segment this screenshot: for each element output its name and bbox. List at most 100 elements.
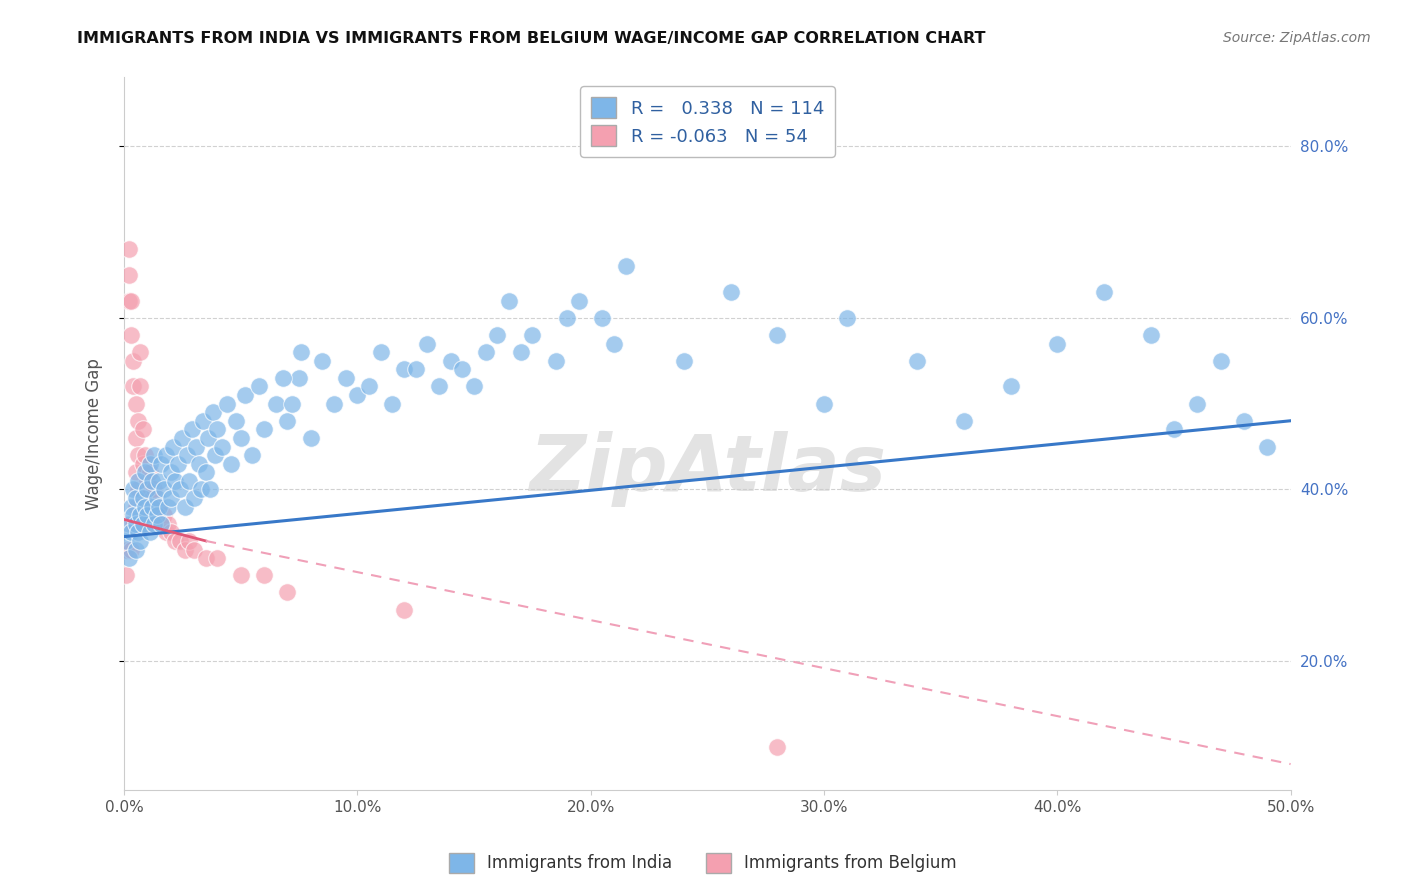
Point <box>146 491 169 505</box>
Point <box>129 533 152 548</box>
Point <box>148 474 170 488</box>
Point <box>132 516 155 531</box>
Point <box>242 448 264 462</box>
Point <box>115 568 138 582</box>
Point <box>288 371 311 385</box>
Point <box>290 345 312 359</box>
Point <box>557 310 579 325</box>
Point <box>122 353 145 368</box>
Point <box>194 465 217 479</box>
Point <box>122 379 145 393</box>
Point <box>150 516 173 531</box>
Point <box>125 500 148 514</box>
Point <box>253 568 276 582</box>
Point <box>134 448 156 462</box>
Point <box>115 533 138 548</box>
Point <box>159 525 181 540</box>
Point <box>129 508 152 523</box>
Point <box>146 508 169 523</box>
Point <box>118 242 141 256</box>
Point <box>221 457 243 471</box>
Point <box>169 483 191 497</box>
Point <box>155 525 177 540</box>
Point <box>1046 336 1069 351</box>
Point <box>603 336 626 351</box>
Point <box>169 533 191 548</box>
Point <box>125 542 148 557</box>
Point <box>253 422 276 436</box>
Point <box>136 516 159 531</box>
Point <box>463 379 485 393</box>
Point <box>276 414 298 428</box>
Point <box>155 448 177 462</box>
Point <box>1187 396 1209 410</box>
Point <box>148 500 170 514</box>
Point <box>118 268 141 282</box>
Point <box>509 345 531 359</box>
Point <box>416 336 439 351</box>
Point <box>141 500 163 514</box>
Point <box>1092 285 1115 299</box>
Point <box>225 414 247 428</box>
Point <box>591 310 613 325</box>
Point <box>148 500 170 514</box>
Point <box>159 465 181 479</box>
Point <box>1233 414 1256 428</box>
Point <box>299 431 322 445</box>
Point <box>120 516 142 531</box>
Point <box>207 422 229 436</box>
Point <box>115 542 138 557</box>
Point <box>323 396 346 410</box>
Point <box>427 379 450 393</box>
Point <box>179 533 201 548</box>
Point <box>129 516 152 531</box>
Point <box>837 310 859 325</box>
Text: ZipAtlas: ZipAtlas <box>529 431 886 508</box>
Point <box>1256 440 1278 454</box>
Point <box>440 353 463 368</box>
Point <box>193 414 215 428</box>
Point <box>120 327 142 342</box>
Point <box>125 431 148 445</box>
Point <box>150 516 173 531</box>
Point <box>122 508 145 523</box>
Point <box>125 491 148 505</box>
Point <box>139 500 162 514</box>
Point <box>200 483 222 497</box>
Point <box>143 483 166 497</box>
Point <box>204 448 226 462</box>
Point <box>194 551 217 566</box>
Text: Source: ZipAtlas.com: Source: ZipAtlas.com <box>1223 31 1371 45</box>
Point <box>953 414 976 428</box>
Point <box>125 465 148 479</box>
Point <box>211 440 233 454</box>
Point <box>264 396 287 410</box>
Point <box>451 362 474 376</box>
Y-axis label: Wage/Income Gap: Wage/Income Gap <box>86 358 103 509</box>
Point <box>905 353 928 368</box>
Point <box>141 491 163 505</box>
Point <box>186 440 208 454</box>
Point <box>229 431 252 445</box>
Point <box>122 516 145 531</box>
Point <box>139 457 162 471</box>
Point <box>486 327 509 342</box>
Point <box>139 525 162 540</box>
Point <box>201 405 224 419</box>
Point <box>136 474 159 488</box>
Point <box>127 414 149 428</box>
Point <box>614 260 637 274</box>
Point <box>129 345 152 359</box>
Text: IMMIGRANTS FROM INDIA VS IMMIGRANTS FROM BELGIUM WAGE/INCOME GAP CORRELATION CHA: IMMIGRANTS FROM INDIA VS IMMIGRANTS FROM… <box>77 31 986 46</box>
Point <box>143 448 166 462</box>
Point <box>157 500 180 514</box>
Point <box>720 285 742 299</box>
Point <box>813 396 835 410</box>
Point <box>673 353 696 368</box>
Point <box>159 491 181 505</box>
Point <box>157 516 180 531</box>
Point <box>132 491 155 505</box>
Point <box>120 500 142 514</box>
Point <box>118 551 141 566</box>
Point <box>1163 422 1185 436</box>
